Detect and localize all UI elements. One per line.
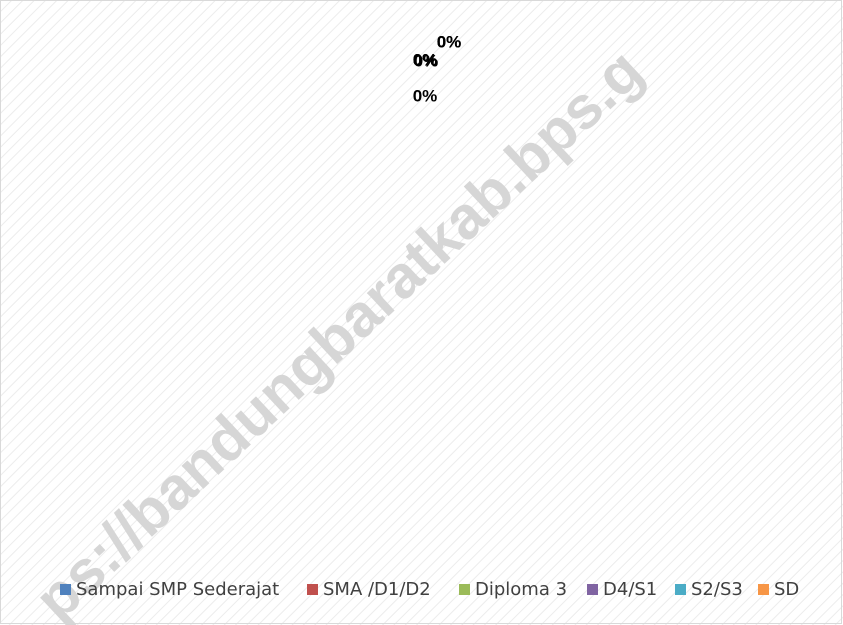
data-label: 0%: [437, 32, 462, 51]
legend-label: Diploma 3: [475, 579, 567, 600]
data-label: 0%: [437, 32, 462, 51]
legend-swatch: [587, 584, 598, 595]
legend-label: D4/S1: [603, 579, 657, 600]
legend-label: SMA /D1/D2: [323, 579, 431, 600]
legend-label: Sampai SMP Sederajat: [76, 579, 279, 600]
legend-swatch: [459, 584, 470, 595]
data-label: 0%: [414, 51, 439, 70]
data-label: 0%: [413, 86, 438, 105]
data-label: 0%: [413, 50, 438, 69]
data-label: 0%: [413, 50, 438, 69]
legend-swatch: [675, 584, 686, 595]
legend-swatch: [758, 584, 769, 595]
legend-swatch: [307, 584, 318, 595]
legend-label: S2/S3: [691, 579, 743, 600]
legend-swatch: [60, 584, 71, 595]
legend-label: SD: [774, 579, 799, 600]
